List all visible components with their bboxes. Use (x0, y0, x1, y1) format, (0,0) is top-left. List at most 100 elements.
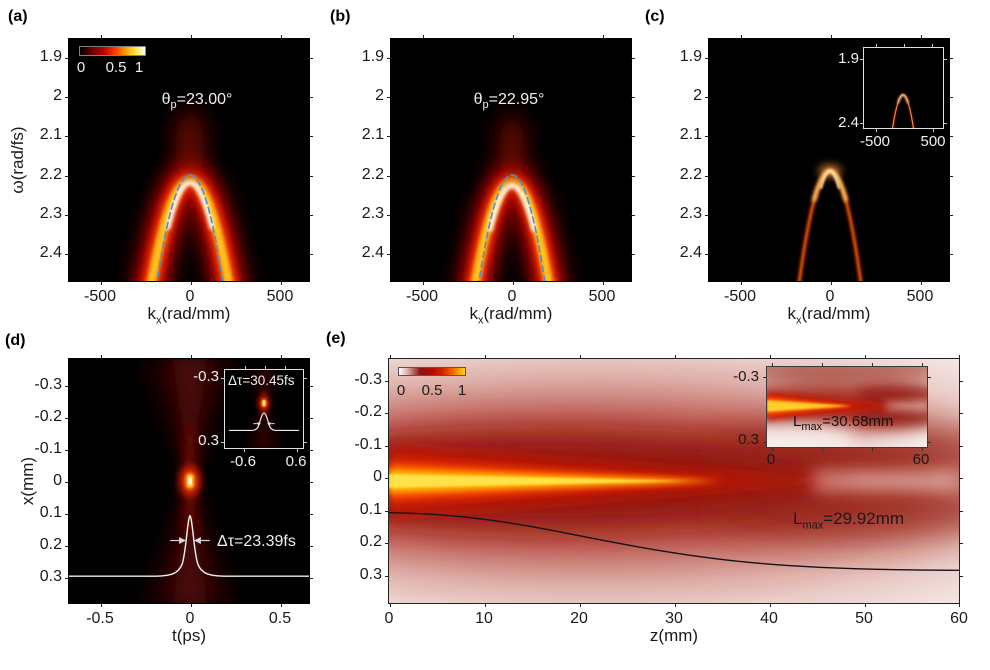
axis-tick (387, 215, 391, 216)
inset-y-tick-label: 2.4 (838, 114, 859, 131)
inset-y-tick-label: 0.3 (738, 431, 759, 448)
axis-tick (385, 543, 389, 544)
axis-tick (959, 576, 963, 577)
axis-tick (922, 363, 923, 367)
panel-e-inset: Lmax=30.68mm (763, 363, 931, 451)
axis-tick (631, 254, 635, 255)
axis-tick (763, 442, 767, 443)
y-tick-label: 2.4 (361, 244, 384, 261)
axis-tick (705, 215, 709, 216)
axis-tick (65, 418, 69, 419)
axis-tick (309, 578, 313, 579)
panel-c-inset (860, 44, 947, 132)
axis-tick (191, 281, 192, 285)
y-tick-label: 2 (53, 87, 62, 104)
y-tick-label: -0.3 (34, 376, 62, 393)
panel-b-heatmap-canvas (452, 112, 572, 281)
inset-x-tick-label: 60 (912, 451, 930, 468)
axis-tick (101, 281, 102, 285)
x-tick-label: -500 (405, 288, 439, 305)
axis-tick (385, 446, 389, 447)
axis-tick (831, 35, 832, 39)
axis-tick (772, 447, 773, 451)
colorbar-tick-label: 0.5 (105, 59, 127, 76)
y-tick-label: 2 (375, 87, 384, 104)
panel-a-heatmap: 0 0.5 1 θp=23.00° (65, 35, 313, 285)
y-tick-label: -0.1 (354, 436, 382, 453)
colorbar-tick-label: 1 (134, 59, 144, 76)
axis-tick (933, 128, 934, 132)
panel-d-x-axis-label: t(ps) (172, 626, 206, 645)
panel-b-annotation-theta: θp=22.95° (473, 91, 545, 112)
axis-tick (921, 35, 922, 39)
axis-tick (281, 281, 282, 285)
axis-tick (959, 446, 963, 447)
axis-tick (631, 176, 635, 177)
y-tick-label: -0.1 (34, 440, 62, 457)
inset-x-tick-label: 0 (766, 451, 776, 468)
x-tick-label: 10 (475, 610, 493, 627)
axis-tick (865, 603, 866, 607)
x-tick-label: 0 (507, 288, 517, 305)
axis-tick (244, 448, 245, 452)
x-tick-label: 0.5 (268, 610, 292, 627)
axis-tick (513, 35, 514, 39)
axis-tick (631, 215, 635, 216)
panel-e-x-axis-label: z(mm) (649, 626, 699, 645)
axis-tick (191, 603, 192, 607)
axis-tick (822, 363, 823, 367)
x-tick-label: 0 (185, 288, 195, 305)
panel-b: (b) θp=22.95° 1.9 2 2.1 2.2 2.3 2.4 (330, 8, 635, 326)
axis-tick (876, 44, 877, 48)
axis-tick (959, 511, 963, 512)
axis-tick (387, 97, 391, 98)
y-tick-label: 2.4 (679, 244, 702, 261)
panel-e-colorbar (398, 367, 466, 376)
axis-tick (423, 35, 424, 39)
axis-tick (872, 447, 873, 451)
axis-tick (927, 442, 931, 443)
panel-b-label: (b) (330, 8, 351, 25)
panel-e-label: (e) (326, 330, 346, 347)
panel-a-dashed-parabola (156, 174, 224, 281)
axis-tick (309, 386, 313, 387)
y-tick-label: 0.1 (359, 501, 382, 518)
inset-y-tick-label: 1.9 (838, 50, 859, 67)
axis-tick (281, 355, 282, 359)
axis-tick (65, 176, 69, 177)
panel-c-label: (c) (645, 8, 665, 25)
panel-e-inset-canvas (767, 367, 927, 447)
y-tick-label: 0.2 (359, 533, 382, 550)
axis-tick (485, 355, 486, 359)
axis-tick (705, 254, 709, 255)
axis-tick (822, 447, 823, 451)
axis-tick (603, 35, 604, 39)
y-tick-label: 1.9 (679, 48, 702, 65)
panel-a-x-axis-label: kx(rad/mm) (147, 304, 231, 327)
axis-tick (387, 176, 391, 177)
axis-tick (65, 136, 69, 137)
axis-tick (385, 576, 389, 577)
axis-tick (309, 546, 313, 547)
panel-b-dashed-parabola (478, 174, 546, 281)
axis-tick (221, 378, 225, 379)
axis-tick (705, 136, 709, 137)
y-tick-label: 2.3 (39, 205, 62, 222)
axis-tick (65, 450, 69, 451)
axis-tick (309, 254, 313, 255)
y-tick-label: 0.3 (359, 566, 382, 583)
y-tick-label: 2.1 (39, 126, 62, 143)
y-tick-label: 0.2 (39, 536, 62, 553)
inset-x-tick-label: -0.6 (230, 453, 256, 470)
panel-d: (d) x(mm) (5, 332, 313, 645)
x-tick-label: 60 (950, 610, 968, 627)
axis-tick (191, 35, 192, 39)
axis-tick (285, 366, 286, 370)
axis-tick (385, 511, 389, 512)
axis-tick (65, 386, 69, 387)
panel-c-heatmap-canvas (796, 163, 864, 281)
axis-tick (485, 603, 486, 607)
axis-tick (65, 97, 69, 98)
y-tick-label: 2.3 (361, 205, 384, 222)
